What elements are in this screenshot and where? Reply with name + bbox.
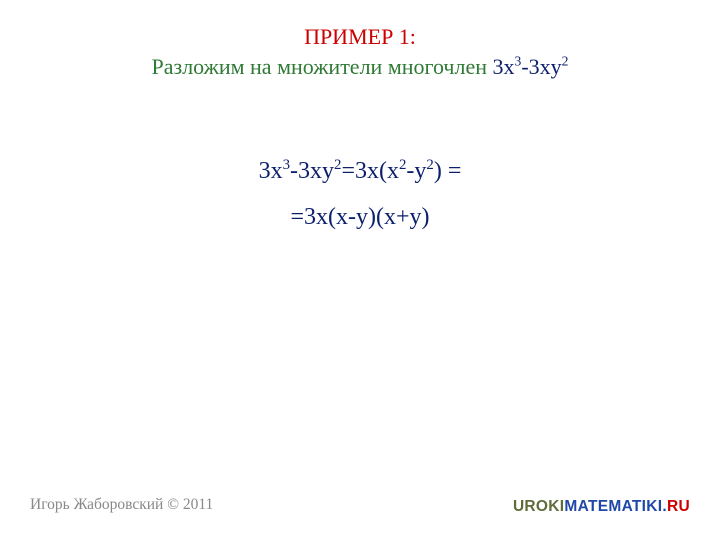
brand-logo: UROKIMATEMATIKI.RU xyxy=(513,498,690,516)
math-line-1: 3x3-3xy2=3x(x2-y2) = xyxy=(0,149,720,195)
brand-part-4: RU xyxy=(667,498,690,515)
example-subtitle: Разложим на множители многочлен 3x3-3xy2 xyxy=(0,52,720,82)
math-line-2: =3x(x-y)(x+y) xyxy=(0,195,720,241)
math-area: 3x3-3xy2=3x(x2-y2) = =3x(x-y)(x+y) xyxy=(0,149,720,240)
author-credit: Игорь Жаборовский © 2011 xyxy=(30,496,213,514)
subtitle-text: Разложим на множители многочлен xyxy=(152,54,493,79)
brand-part-2: MATEMATIKI xyxy=(564,498,662,515)
subtitle-expr: 3x3-3xy2 xyxy=(493,54,569,79)
brand-part-1: UROKI xyxy=(513,498,564,515)
slide: ПРИМЕР 1: Разложим на множители многочле… xyxy=(0,0,720,540)
example-heading: ПРИМЕР 1: xyxy=(0,22,720,52)
title-block: ПРИМЕР 1: Разложим на множители многочле… xyxy=(0,0,720,81)
